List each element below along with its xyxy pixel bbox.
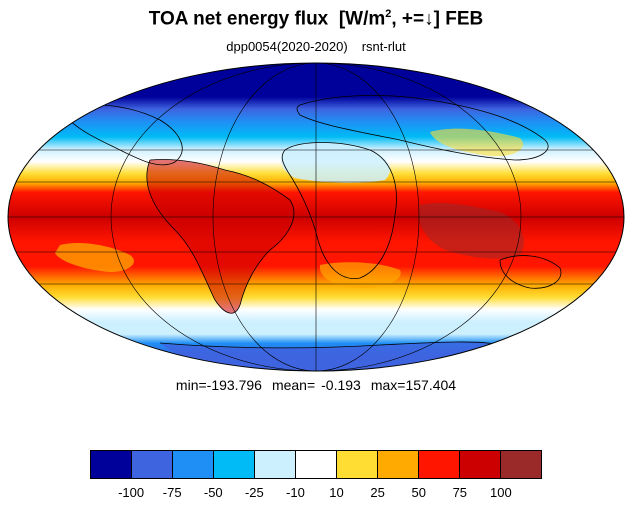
coast-africa [281, 142, 397, 279]
colorbar-label: -50 [203, 485, 223, 500]
subtitle-experiment: dpp0054(2020-2020) [226, 39, 348, 54]
colorbar-labels: -100 -75 -50 -25 -10 10 25 50 75 100 [90, 485, 542, 503]
colorbar-box-3 [214, 451, 255, 478]
colorbar-box-8 [419, 451, 460, 478]
meridian-120 [110, 63, 522, 371]
coast-antarctica [159, 341, 501, 349]
meridian-60 [212, 63, 420, 371]
coast-north-america [59, 104, 183, 166]
stat-max: 157.404 [405, 377, 457, 393]
map-subtitle: dpp0054(2020-2020) rsnt-rlut [0, 39, 632, 54]
stat-max-label: max= [370, 377, 406, 393]
title-units-superscript: 2 [385, 8, 392, 20]
graticule [8, 63, 624, 371]
south-america-region [146, 159, 294, 314]
map-border [7, 62, 625, 372]
coast-south-america [146, 159, 295, 314]
stat-min: -193.796 [206, 377, 262, 393]
colorbar-label: 50 [411, 485, 426, 500]
title-units: [W/m [338, 8, 386, 30]
colorbar-label: 75 [452, 485, 468, 500]
colorbar-box-1 [132, 451, 173, 478]
stats-line: min=-193.796 mean= -0.193 max=157.404 [0, 377, 632, 393]
colorbar-label: 10 [329, 485, 344, 500]
colorbar-box-9 [460, 451, 501, 478]
colorbar-box-0 [91, 451, 132, 478]
east-pacific-region [55, 243, 134, 272]
subtitle-variable: rsnt-rlut [361, 39, 406, 54]
coast-eurasia [296, 95, 549, 161]
title-main: TOA net energy flux [148, 8, 329, 30]
stat-mean: -0.193 [321, 377, 361, 393]
colorbar-label: 25 [370, 485, 385, 500]
colorbar-box-7 [378, 451, 419, 478]
colorbar [90, 450, 542, 479]
colorbar-box-10 [501, 451, 541, 478]
coastlines [59, 95, 562, 349]
colorbar-box-5 [296, 451, 337, 478]
colorbar-label: -100 [118, 485, 145, 500]
mollweide-map [7, 62, 625, 372]
colorbar-label: -25 [244, 485, 264, 500]
colorbar-box-6 [337, 451, 378, 478]
colorbar-label: 100 [490, 485, 512, 500]
colorbar-box-4 [255, 451, 296, 478]
colorbar-label: -75 [162, 485, 182, 500]
stat-min-label: min= [175, 377, 207, 393]
sahara-region [281, 142, 390, 183]
colorbar-label: -10 [286, 485, 305, 500]
map-title: TOA net energy flux [W/m2, +=↓] FEB [0, 8, 632, 30]
colorbar-box-2 [173, 451, 214, 478]
south-atlantic-region [319, 262, 401, 288]
title-units-rest: , +=↓] FEB [391, 8, 484, 30]
stat-mean-label: mean= [271, 377, 316, 393]
coast-australia [499, 255, 562, 289]
